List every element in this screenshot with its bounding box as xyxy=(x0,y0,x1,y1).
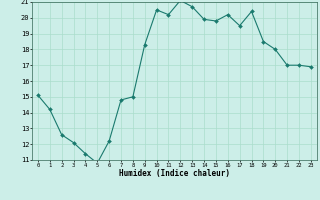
X-axis label: Humidex (Indice chaleur): Humidex (Indice chaleur) xyxy=(119,169,230,178)
